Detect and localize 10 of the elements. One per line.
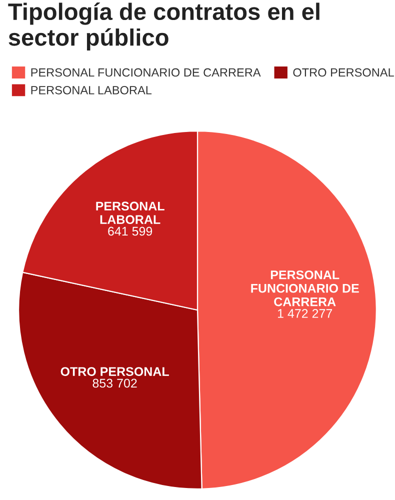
slice-label: PERSONAL FUNCIONARIO DE CARRERA [251, 270, 359, 306]
chart-title: Tipología de contratos en el sector público [8, 2, 320, 50]
data-label: 1 472 277 [278, 309, 332, 318]
legend-label: PERSONAL LABORAL [31, 86, 152, 94]
legend-label: PERSONAL FUNCIONARIO DE CARRERA [31, 68, 261, 77]
data-label: 641 599 [108, 226, 152, 236]
slice-label: PERSONAL LABORAL [96, 202, 164, 224]
data-label: 853 702 [92, 378, 137, 388]
slice-label: OTRO PERSONAL [60, 367, 169, 376]
legend-label: OTRO PERSONAL [293, 68, 394, 77]
